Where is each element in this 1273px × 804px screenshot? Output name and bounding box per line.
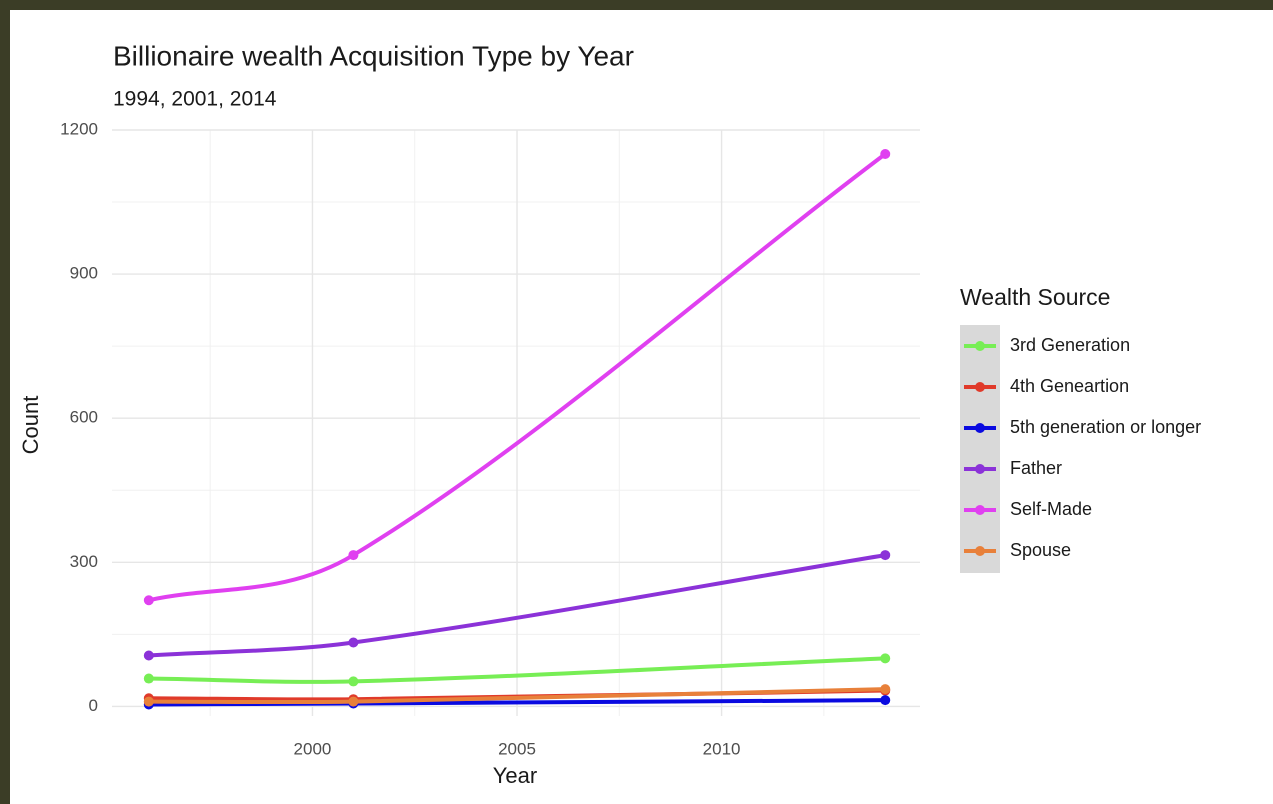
- data-point: [143, 595, 154, 606]
- legend-label: Father: [1010, 458, 1062, 478]
- legend-label: 4th Geneartion: [1010, 376, 1129, 396]
- legend-key-point: [975, 546, 985, 556]
- data-point: [880, 550, 891, 561]
- legend-label: 5th generation or longer: [1010, 417, 1201, 437]
- data-point: [880, 149, 891, 160]
- legend-key-point: [975, 341, 985, 351]
- x-axis-label: Year: [493, 763, 537, 788]
- y-axis-label: Count: [18, 396, 43, 455]
- y-tick-label: 900: [70, 264, 98, 283]
- legend-key-background: [960, 325, 1000, 573]
- legend-key-point: [975, 464, 985, 474]
- series-line: [148, 687, 886, 705]
- data-point: [143, 673, 154, 684]
- data-point: [348, 637, 359, 648]
- series-line: [148, 656, 886, 684]
- data-point: [880, 684, 891, 695]
- legend-label: Self-Made: [1010, 499, 1092, 519]
- data-point: [348, 676, 359, 687]
- x-tick-label: 2010: [703, 739, 741, 758]
- legend-label: 3rd Generation: [1010, 335, 1130, 355]
- y-tick-label: 600: [70, 408, 98, 427]
- series-line: [148, 553, 886, 658]
- chart: Billionaire wealth Acquisition Type by Y…: [10, 10, 1273, 804]
- data-point: [880, 653, 891, 664]
- legend-key-point: [975, 505, 985, 515]
- series-line: [148, 152, 887, 603]
- legend-title: Wealth Source: [960, 284, 1110, 310]
- x-tick-label: 2000: [294, 739, 332, 758]
- data-point: [348, 550, 359, 561]
- y-tick-label: 1200: [60, 119, 98, 138]
- legend-key-point: [975, 382, 985, 392]
- legend-key-point: [975, 423, 985, 433]
- series-line: [148, 698, 886, 707]
- y-tick-label: 0: [89, 696, 98, 715]
- chart-title: Billionaire wealth Acquisition Type by Y…: [113, 40, 634, 71]
- data-point: [348, 696, 359, 707]
- data-point: [143, 650, 154, 661]
- legend-label: Spouse: [1010, 540, 1071, 560]
- chart-subtitle: 1994, 2001, 2014: [113, 88, 277, 111]
- data-point: [880, 695, 891, 706]
- y-tick-label: 300: [70, 552, 98, 571]
- data-point: [143, 696, 154, 707]
- x-tick-label: 2005: [498, 739, 536, 758]
